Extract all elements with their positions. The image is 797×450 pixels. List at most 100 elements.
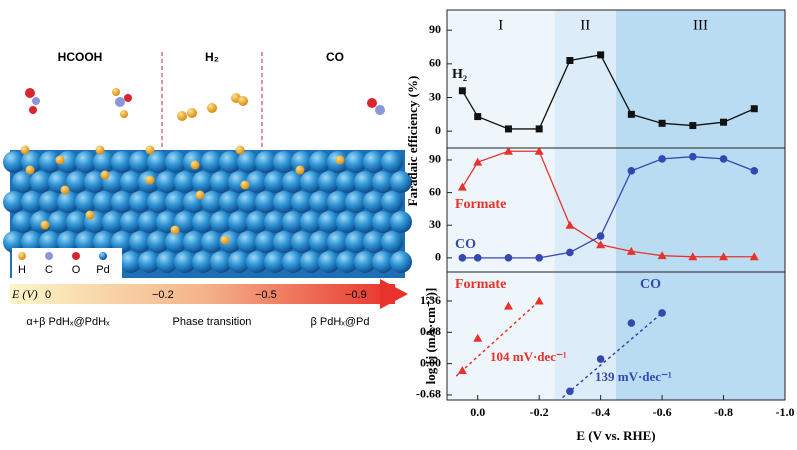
x-tick-label: -0.6: [653, 405, 672, 419]
marker: [566, 387, 574, 396]
pd-atoms: [3, 145, 412, 273]
marker: [626, 246, 636, 255]
legend-dot: [45, 252, 53, 260]
h-atom: [295, 165, 305, 175]
legend-dot: [72, 252, 80, 260]
region-label: III: [693, 17, 708, 33]
pd-atom: [210, 171, 232, 193]
x-tick-label: -0.4: [591, 405, 610, 419]
pd-atom: [75, 151, 97, 173]
pd-atom: [273, 231, 295, 253]
pd-atom: [372, 251, 394, 273]
h-atom: [40, 220, 50, 230]
region-label: I: [498, 17, 503, 33]
fit-line: [455, 300, 540, 377]
pd-atom: [75, 231, 97, 253]
pd-atom: [39, 151, 61, 173]
y-tick-label: 60: [429, 56, 441, 70]
h-atom: [335, 155, 345, 165]
pd-atom: [381, 151, 403, 173]
y-axis-label: Faradaic efficiency (%): [405, 76, 420, 207]
h-atom: [60, 185, 70, 195]
h-atom: [25, 165, 35, 175]
pd-atom: [345, 191, 367, 213]
pd-atom: [93, 231, 115, 253]
marker: [719, 252, 729, 261]
marker: [504, 254, 513, 262]
pd-atom: [156, 251, 178, 273]
marker: [473, 157, 483, 166]
pd-atom: [300, 171, 322, 193]
marker: [688, 252, 698, 261]
pd-atom: [165, 191, 187, 213]
pd-atom: [219, 151, 241, 173]
pd-atom: [372, 171, 394, 193]
marker: [627, 319, 636, 327]
h-atom: [235, 145, 245, 155]
pd-atom: [138, 251, 160, 273]
pd-atom: [390, 211, 412, 233]
pd-atom: [255, 231, 277, 253]
stage-label: α+β PdHₓ@PdHₓ: [26, 316, 110, 328]
pd-atom: [264, 171, 286, 193]
marker: [720, 118, 728, 126]
marker: [596, 355, 605, 363]
pd-atom: [39, 191, 61, 213]
pd-atom: [363, 231, 385, 253]
pd-atom: [57, 231, 79, 253]
h-atom: [20, 145, 30, 155]
pd-atom: [120, 251, 142, 273]
h-atom: [190, 160, 200, 170]
h-atom: [145, 145, 155, 155]
y-axis-label: log [j (mA·cm⁻²)]: [423, 288, 438, 385]
pd-atom: [300, 211, 322, 233]
pd-atom: [264, 211, 286, 233]
marker: [458, 87, 466, 95]
pd-atom: [381, 231, 403, 253]
pd-atom: [318, 211, 340, 233]
y-tick-label: -0.68: [416, 387, 441, 401]
y-tick-label: 0.68: [420, 324, 441, 338]
y-tick-label: 30: [429, 217, 441, 231]
pd-atom: [138, 211, 160, 233]
pd-atom: [309, 191, 331, 213]
marker: [474, 113, 482, 121]
y-tick-label: 0: [435, 123, 441, 137]
marker: [596, 240, 606, 249]
potential: −0.9: [345, 289, 367, 301]
phase-label: HCOOH: [58, 50, 103, 64]
pd-atom: [237, 151, 259, 173]
pd-atom: [120, 171, 142, 193]
pd-atom: [174, 171, 196, 193]
marker: [657, 251, 667, 260]
pd-atom: [66, 211, 88, 233]
pd-atom: [66, 171, 88, 193]
pd-atom: [336, 211, 358, 233]
pd-atom: [156, 171, 178, 193]
pd-atom: [390, 171, 412, 193]
stage-label: Phase transition: [173, 316, 252, 328]
pd-atom: [57, 191, 79, 213]
pd-atom: [210, 211, 232, 233]
y-tick-label: 90: [429, 22, 441, 36]
marker: [534, 146, 544, 155]
pd-atom: [354, 251, 376, 273]
pd-atom: [264, 251, 286, 273]
pd-atom: [30, 171, 52, 193]
x-tick-label: -0.8: [714, 405, 733, 419]
pd-atom: [120, 211, 142, 233]
pd-atom: [111, 231, 133, 253]
pd-atom: [129, 231, 151, 253]
legend-label: Pd: [96, 264, 109, 276]
pd-atom: [3, 231, 25, 253]
pd-atom: [21, 231, 43, 253]
pd-atom: [327, 191, 349, 213]
h-atom: [195, 190, 205, 200]
pd-atom: [255, 151, 277, 173]
pd-atom: [273, 191, 295, 213]
potential-label: E (V): [11, 287, 38, 301]
y-tick-label: 1.36: [420, 293, 441, 307]
marker: [627, 167, 636, 175]
marker: [566, 248, 574, 257]
